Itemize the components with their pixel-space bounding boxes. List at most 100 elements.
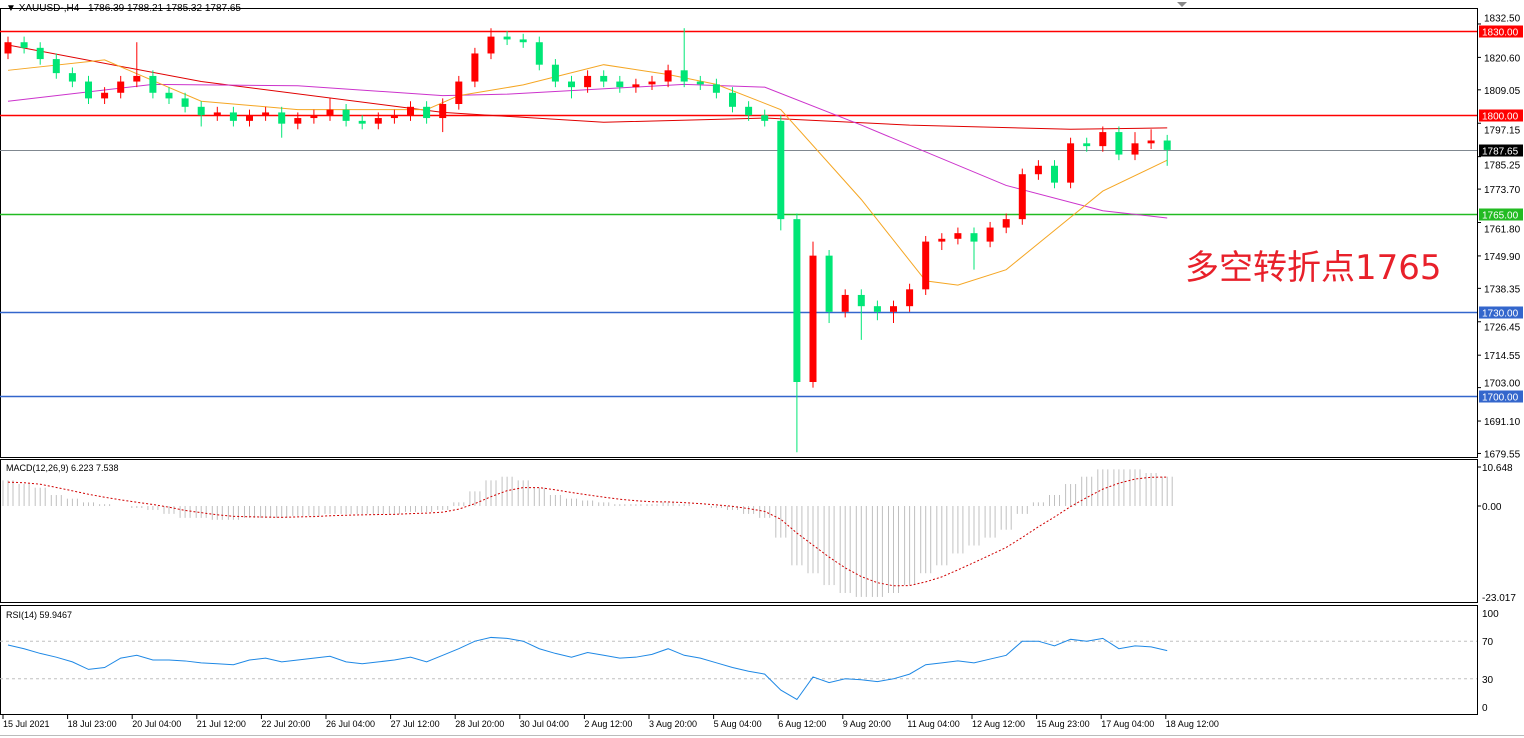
rsi-tick-label: 100 bbox=[1482, 609, 1499, 620]
time-tick-label: 15 Jul 2021 bbox=[3, 719, 50, 729]
price-tick-label: 1749.90 bbox=[1484, 252, 1521, 263]
candle bbox=[1002, 213, 1010, 234]
candle bbox=[197, 101, 205, 127]
candle bbox=[729, 87, 736, 113]
price-pane bbox=[0, 8, 1478, 458]
candle bbox=[101, 87, 109, 105]
rsi-label: RSI(14) 59.9467 bbox=[6, 610, 73, 620]
price-tick-label: 1832.50 bbox=[1484, 14, 1521, 25]
price-tick-label: 1738.35 bbox=[1484, 284, 1521, 295]
candle bbox=[1163, 134, 1171, 166]
time-tick-label: 18 Jul 23:00 bbox=[68, 719, 117, 729]
price-line-label: 1765.00 bbox=[1482, 211, 1519, 222]
candle bbox=[745, 101, 753, 121]
time-tick-label: 30 Jul 04:00 bbox=[520, 719, 569, 729]
candle bbox=[986, 221, 994, 248]
time-tick-label: 26 Jul 04:00 bbox=[326, 719, 375, 729]
price-line-tag bbox=[1479, 144, 1523, 157]
macd-tick-label: 0.00 bbox=[1482, 502, 1502, 513]
time-tick-label: 5 Aug 04:00 bbox=[714, 719, 762, 729]
price-tick-label: 1820.60 bbox=[1484, 53, 1521, 64]
time-tick-label: 15 Aug 23:00 bbox=[1037, 719, 1090, 729]
time-tick-label: 17 Aug 04:00 bbox=[1101, 719, 1154, 729]
candle bbox=[954, 227, 962, 245]
candle bbox=[696, 75, 704, 90]
triangle-down-icon[interactable]: ▼ bbox=[6, 3, 16, 14]
time-tick-label: 20 Jul 04:00 bbox=[132, 719, 181, 729]
symbol-label: XAUUSD-,H4 bbox=[18, 3, 80, 14]
candle bbox=[535, 36, 543, 71]
candle bbox=[841, 289, 849, 318]
candle bbox=[1131, 132, 1139, 161]
candle bbox=[85, 75, 92, 105]
rsi-line bbox=[7, 636, 1168, 701]
candle bbox=[906, 283, 914, 312]
candle bbox=[680, 28, 688, 88]
candle bbox=[262, 106, 270, 121]
candle bbox=[938, 233, 946, 251]
candle bbox=[632, 78, 640, 93]
ohlc-readout: 1786.39 1788.21 1785.32 1787.65 bbox=[88, 3, 241, 14]
macd-label: MACD(12,26,9) 6.223 7.538 bbox=[6, 463, 119, 473]
candle bbox=[584, 70, 592, 93]
candle bbox=[278, 106, 286, 138]
candle bbox=[793, 213, 801, 453]
price-line-label: 1700.00 bbox=[1482, 393, 1519, 404]
time-tick-label: 9 Aug 20:00 bbox=[843, 719, 891, 729]
price-line-tag bbox=[1479, 25, 1523, 38]
candle bbox=[326, 98, 334, 121]
candle bbox=[246, 109, 253, 127]
price-line-label: 1730.00 bbox=[1482, 309, 1519, 320]
candle bbox=[229, 106, 237, 127]
macd-tick-label: 10.648 bbox=[1482, 463, 1513, 474]
chart-title: ▼ XAUUSD-,H4 1786.39 1788.21 1785.32 178… bbox=[6, 3, 241, 14]
candle bbox=[68, 67, 76, 88]
time-tick-label: 21 Jul 12:00 bbox=[197, 719, 246, 729]
time-tick-label: 6 Aug 12:00 bbox=[778, 719, 826, 729]
price-tick-label: 1703.00 bbox=[1484, 379, 1521, 390]
candle bbox=[1147, 129, 1155, 149]
macd-tick-label: -23.017 bbox=[1482, 593, 1516, 604]
annotation-text: 多空转折点1765 bbox=[1185, 248, 1442, 288]
candle bbox=[342, 104, 350, 127]
candle bbox=[664, 64, 672, 88]
candle bbox=[1115, 126, 1123, 161]
candle bbox=[423, 101, 431, 124]
time-tick-label: 2 Aug 12:00 bbox=[584, 719, 632, 729]
candle bbox=[36, 42, 44, 65]
time-tick-label: 18 Aug 12:00 bbox=[1166, 719, 1219, 729]
time-tick-label: 11 Aug 04:00 bbox=[907, 719, 959, 729]
candle bbox=[374, 112, 382, 130]
candle bbox=[922, 235, 930, 295]
candle bbox=[777, 115, 785, 231]
price-tick-label: 1809.05 bbox=[1484, 86, 1521, 97]
price-tick-label: 1714.55 bbox=[1484, 351, 1521, 362]
candle bbox=[761, 109, 769, 127]
price-tick-label: 1773.70 bbox=[1484, 185, 1521, 196]
candle bbox=[52, 53, 60, 79]
candle bbox=[1034, 160, 1042, 180]
shift-marker-icon[interactable] bbox=[1177, 2, 1187, 7]
candle bbox=[1018, 168, 1026, 225]
price-line-label: 1830.00 bbox=[1482, 28, 1519, 39]
candle bbox=[825, 250, 833, 324]
candle bbox=[1067, 137, 1075, 189]
rsi-tick-label: 70 bbox=[1482, 637, 1494, 648]
macd-signal-line bbox=[7, 476, 1168, 587]
candle bbox=[471, 47, 479, 88]
price-line-label: 1800.00 bbox=[1482, 112, 1519, 123]
candle bbox=[503, 31, 511, 46]
price-tick-label: 1785.25 bbox=[1484, 161, 1521, 172]
candle bbox=[149, 70, 157, 99]
candle bbox=[181, 92, 189, 113]
price-tick-label: 1691.10 bbox=[1484, 417, 1521, 428]
rsi-tick-label: 0 bbox=[1482, 703, 1488, 714]
price-line-label: 1787.65 bbox=[1482, 147, 1519, 158]
candle bbox=[890, 300, 897, 324]
time-tick-label: 22 Jul 20:00 bbox=[261, 719, 310, 729]
time-tick-label: 27 Jul 12:00 bbox=[391, 719, 440, 729]
candle bbox=[439, 98, 447, 133]
macd-pane bbox=[0, 459, 1478, 603]
candle bbox=[117, 75, 125, 99]
